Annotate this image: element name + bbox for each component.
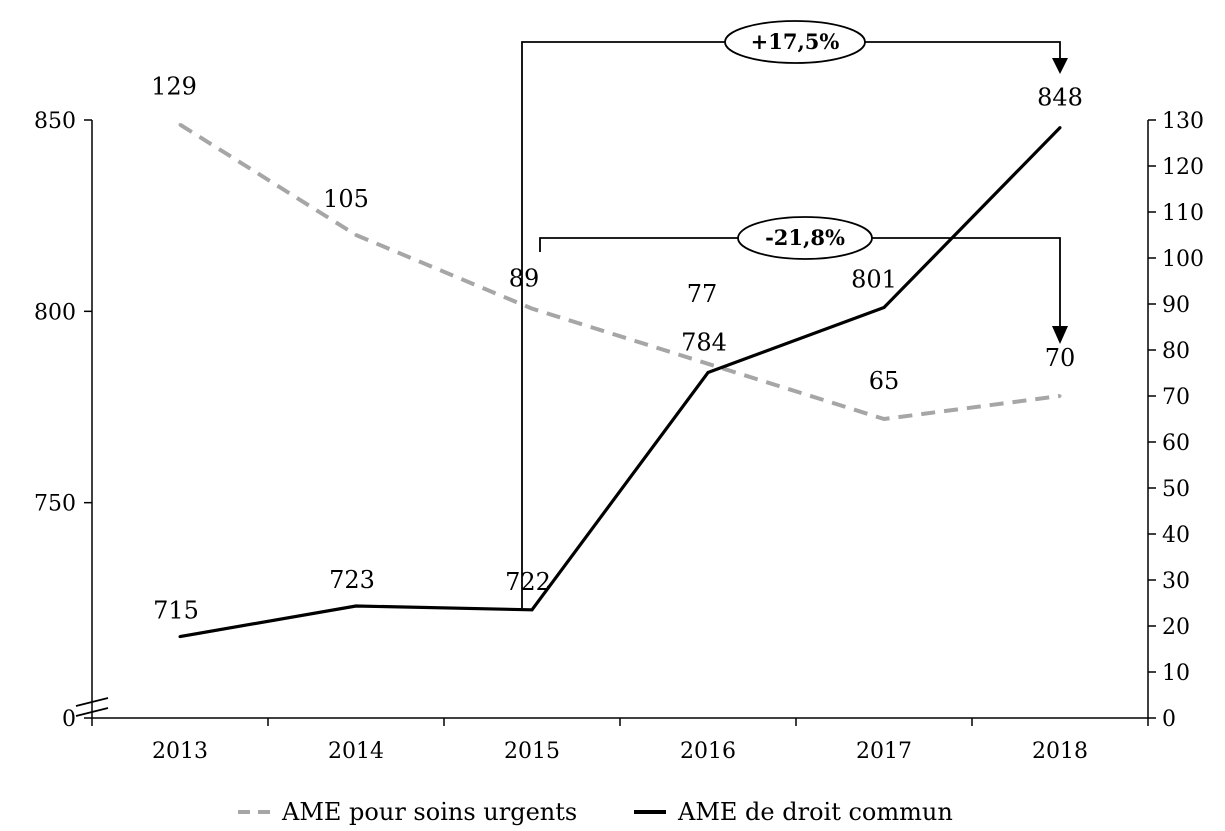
data-point-soins-urgents xyxy=(1058,394,1062,398)
data-point-droit-commun xyxy=(178,635,182,639)
x-tick-label: 2017 xyxy=(856,739,912,764)
left-axis-ticks: 0 750 800 850 xyxy=(34,109,92,732)
data-label-soins-urgents: 70 xyxy=(1045,344,1076,372)
legend-item-droit-commun: AME de droit commun xyxy=(634,798,953,826)
series-layer xyxy=(178,122,1062,639)
right-tick-label: 0 xyxy=(1162,707,1176,732)
data-label-soins-urgents: 65 xyxy=(869,367,900,395)
annotation-increase-text: +17,5% xyxy=(751,29,840,54)
data-label-soins-urgents: 77 xyxy=(687,280,718,308)
annotation-increase-arrowhead xyxy=(1052,58,1068,74)
right-tick-label: 110 xyxy=(1162,201,1204,226)
data-point-soins-urgents xyxy=(882,417,886,421)
annotation-decrease-arrowhead xyxy=(1052,326,1068,344)
left-tick-label: 750 xyxy=(34,492,76,517)
legend-label-droit-commun: AME de droit commun xyxy=(677,798,953,826)
axis-break-mark xyxy=(75,697,109,717)
right-tick-label: 10 xyxy=(1162,661,1190,686)
right-tick-label: 70 xyxy=(1162,385,1190,410)
data-point-droit-commun xyxy=(530,608,534,612)
data-label-soins-urgents: 89 xyxy=(509,265,540,293)
series-line-droit-commun xyxy=(179,126,1062,639)
right-tick-label: 130 xyxy=(1162,109,1204,134)
data-labels: 129 105 89 77 65 70 715 723 722 784 801 848 xyxy=(151,73,1083,625)
left-tick-label: 0 xyxy=(62,707,76,732)
right-tick-label: 30 xyxy=(1162,569,1190,594)
annotation-decrease-bracket xyxy=(539,237,1061,328)
right-tick-label: 100 xyxy=(1162,247,1204,272)
legend: AME pour soins urgents AME de droit comm… xyxy=(238,798,953,826)
x-tick-label: 2016 xyxy=(680,739,736,764)
x-tick-label: 2018 xyxy=(1032,739,1088,764)
annotation-decrease: -21,8% xyxy=(539,216,1068,344)
right-tick-label: 60 xyxy=(1162,431,1190,456)
x-tick-label: 2013 xyxy=(152,739,208,764)
data-label-droit-commun: 801 xyxy=(851,266,897,294)
data-point-droit-commun xyxy=(882,306,886,310)
annotation-increase: +17,5% xyxy=(521,20,1068,608)
right-tick-label: 50 xyxy=(1162,477,1190,502)
right-tick-label: 90 xyxy=(1162,293,1190,318)
data-point-droit-commun xyxy=(354,604,358,608)
right-axis-ticks: 0 10 20 30 40 50 60 70 80 90 100 110 120 130 xyxy=(1148,109,1204,732)
data-label-droit-commun: 784 xyxy=(681,329,727,357)
data-point-droit-commun xyxy=(1058,126,1062,130)
data-label-soins-urgents: 105 xyxy=(323,185,369,213)
annotation-increase-badge xyxy=(724,20,866,64)
x-axis-ticks: 2013 2014 2015 2016 2017 2018 xyxy=(91,718,1149,764)
x-tick-label: 2015 xyxy=(504,739,560,764)
data-point-droit-commun xyxy=(706,371,710,375)
data-label-droit-commun: 848 xyxy=(1037,84,1083,112)
data-label-soins-urgents: 129 xyxy=(151,73,197,101)
data-point-soins-urgents xyxy=(178,123,182,127)
data-point-soins-urgents xyxy=(354,233,358,237)
right-tick-label: 20 xyxy=(1162,615,1190,640)
annotation-increase-bracket xyxy=(521,41,1061,608)
legend-item-soins-urgents: AME pour soins urgents xyxy=(238,798,577,826)
data-label-droit-commun: 722 xyxy=(505,568,551,596)
x-tick-label: 2014 xyxy=(328,739,384,764)
data-label-droit-commun: 715 xyxy=(153,597,199,625)
annotation-decrease-text: -21,8% xyxy=(765,225,845,250)
data-point-soins-urgents xyxy=(706,362,710,366)
right-tick-label: 120 xyxy=(1162,155,1204,180)
right-tick-label: 80 xyxy=(1162,339,1190,364)
series-line-soins-urgents xyxy=(178,122,1061,421)
left-tick-label: 850 xyxy=(34,109,76,134)
legend-label-soins-urgents: AME pour soins urgents xyxy=(281,798,577,826)
data-point-soins-urgents xyxy=(530,307,534,311)
left-tick-label: 800 xyxy=(34,300,76,325)
right-tick-label: 40 xyxy=(1162,523,1190,548)
annotation-decrease-badge xyxy=(737,216,873,260)
data-label-droit-commun: 723 xyxy=(329,566,375,594)
